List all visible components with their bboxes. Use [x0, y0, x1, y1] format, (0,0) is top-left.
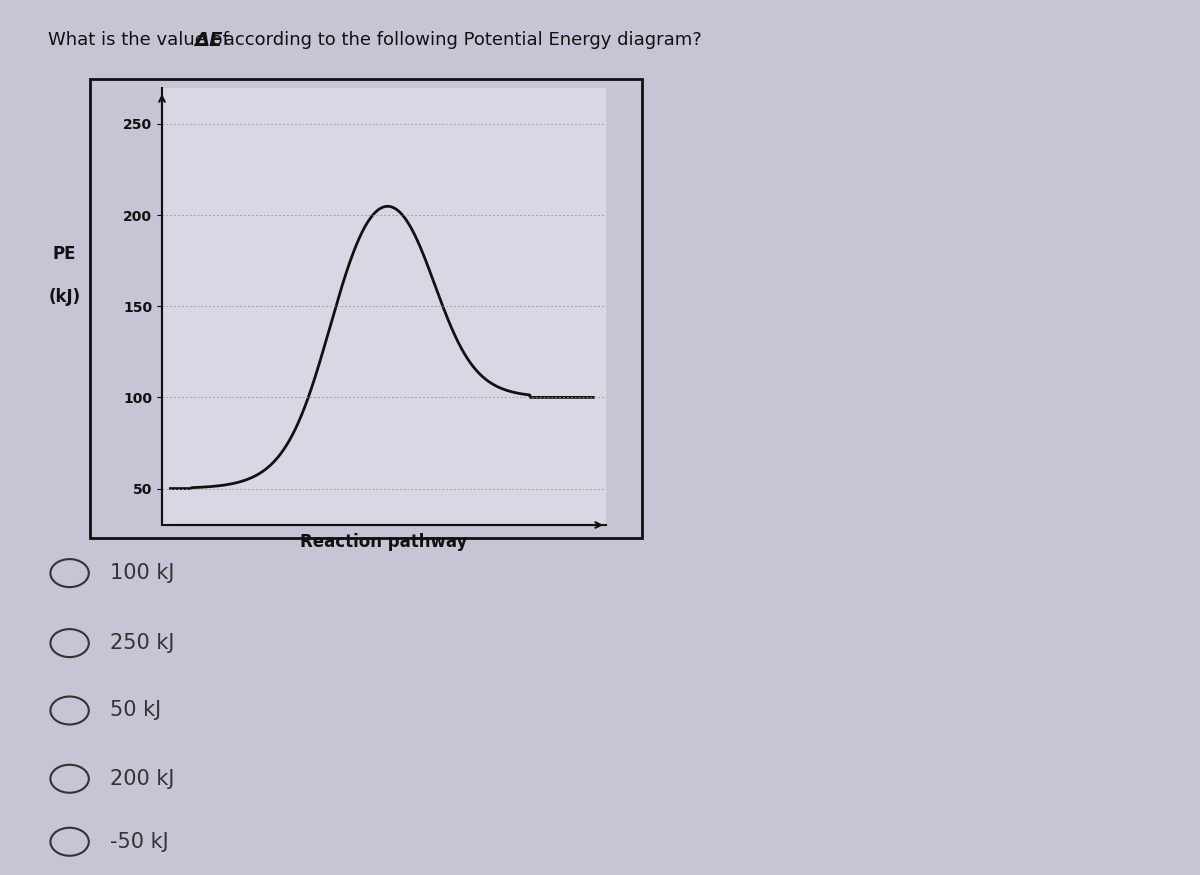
- Text: (kJ): (kJ): [48, 289, 80, 306]
- Text: PE: PE: [53, 245, 76, 262]
- Text: 200 kJ: 200 kJ: [110, 769, 175, 788]
- Text: ΔE: ΔE: [194, 31, 223, 50]
- Text: 250 kJ: 250 kJ: [110, 634, 175, 653]
- X-axis label: Reaction pathway: Reaction pathway: [300, 534, 468, 551]
- Text: What is the value of: What is the value of: [48, 31, 235, 49]
- Text: -50 kJ: -50 kJ: [110, 832, 169, 851]
- Text: according to the following Potential Energy diagram?: according to the following Potential Ene…: [218, 31, 702, 49]
- Text: 50 kJ: 50 kJ: [110, 701, 162, 720]
- Text: 100 kJ: 100 kJ: [110, 564, 175, 583]
